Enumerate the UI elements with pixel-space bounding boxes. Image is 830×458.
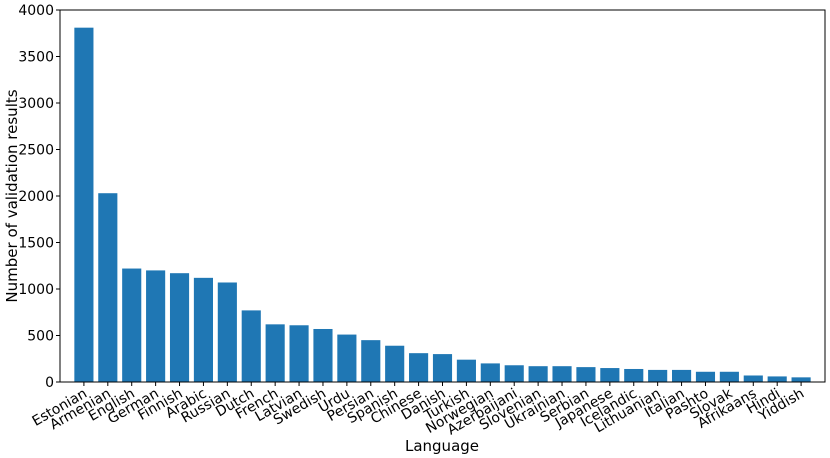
bar-lithuanian [648, 369, 668, 382]
bar-persian [361, 340, 381, 382]
y-tick-label: 0 [45, 375, 54, 391]
bar-turkish [456, 359, 476, 382]
y-tick-label: 2500 [18, 143, 54, 159]
bar-french [265, 324, 285, 382]
bar-russian [217, 282, 237, 382]
y-tick-label: 1500 [18, 236, 54, 252]
bar-afrikaans [743, 375, 763, 382]
bar-chinese [409, 353, 429, 382]
bar-norwegian [480, 363, 500, 382]
bar-urdu [337, 334, 357, 382]
bar-italian [672, 369, 692, 382]
bar-slovak [719, 371, 739, 382]
bar-arabic [193, 277, 213, 382]
y-tick-label: 500 [27, 329, 54, 345]
bar-azerbaijani [504, 365, 524, 382]
bar-serbian [576, 367, 596, 382]
bar-dutch [241, 310, 261, 382]
y-axis: 0 500 1000 1500 2000 2500 3000 3500 4000 [18, 3, 60, 391]
bar-japanese [600, 368, 620, 382]
y-tick-label: 1000 [18, 282, 54, 298]
x-axis-title: Language [405, 437, 479, 455]
bar-latvian [289, 325, 309, 382]
y-tick-label: 4000 [18, 3, 54, 19]
bar-spanish [385, 345, 405, 382]
x-axis: EstonianArmenianEnglishGermanFinnishArab… [30, 382, 807, 438]
bar-yiddish [791, 377, 811, 382]
bar-estonian [74, 27, 94, 382]
bar-pashto [695, 371, 716, 382]
bar-armenian [98, 193, 118, 382]
y-tick-label: 2000 [18, 189, 54, 205]
y-tick-label: 3000 [18, 96, 54, 112]
bars-group [74, 27, 811, 382]
bar-hindi [767, 376, 787, 382]
bar-ukrainian [552, 366, 572, 382]
bar-slovenian [528, 366, 548, 382]
y-axis-title: Number of validation results [3, 89, 21, 302]
bar-swedish [313, 328, 333, 382]
bar-finnish [169, 273, 190, 382]
bar-icelandic [624, 368, 644, 382]
bar-german [146, 270, 166, 382]
plot-frame [59, 9, 826, 383]
bar-danish [432, 354, 453, 382]
bar-english [122, 268, 142, 382]
y-tick-label: 3500 [18, 50, 54, 66]
